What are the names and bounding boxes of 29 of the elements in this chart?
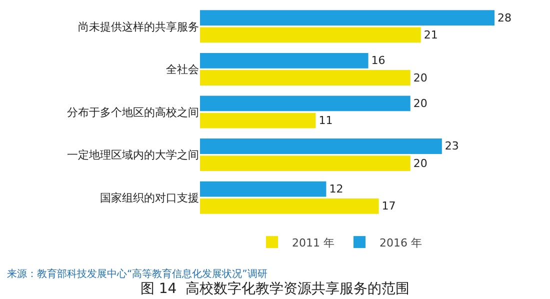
bar <box>200 27 421 43</box>
y-tick-label: 分布于多个地区的高校之间 <box>67 106 199 119</box>
bar <box>200 70 410 86</box>
data-label: 20 <box>413 96 428 110</box>
y-tick-label: 全社会 <box>166 63 199 76</box>
data-label: 20 <box>413 156 428 170</box>
y-tick-label: 一定地理区域内的大学之间 <box>67 148 199 162</box>
bar <box>200 112 316 128</box>
data-label: 17 <box>382 200 396 213</box>
legend-label: 2011 年 <box>292 236 334 250</box>
data-label: 23 <box>444 140 459 153</box>
text: 图 14 高校数字化教学资源共享服务的范围 <box>140 281 410 298</box>
bar <box>200 52 368 68</box>
y-tick-label: 国家组织的对口支援 <box>100 191 199 204</box>
data-label: 21 <box>424 28 438 42</box>
bar <box>200 138 442 154</box>
data-label: 12 <box>329 182 344 196</box>
data-label: 11 <box>318 114 333 128</box>
bar <box>200 198 379 214</box>
data-label: 20 <box>413 71 428 84</box>
bar <box>200 10 494 26</box>
bar <box>200 96 410 112</box>
legend-label: 2016 年 <box>380 236 422 250</box>
bar <box>200 181 326 197</box>
source-note: 来源：教育部科技发展中心“高等教育信息化发展状况”调研 <box>7 268 268 280</box>
data-label: 16 <box>371 54 386 68</box>
data-label: 28 <box>498 11 512 24</box>
y-tick-label: 尚未提供这样的共享服务 <box>78 20 199 34</box>
bar <box>200 156 410 172</box>
